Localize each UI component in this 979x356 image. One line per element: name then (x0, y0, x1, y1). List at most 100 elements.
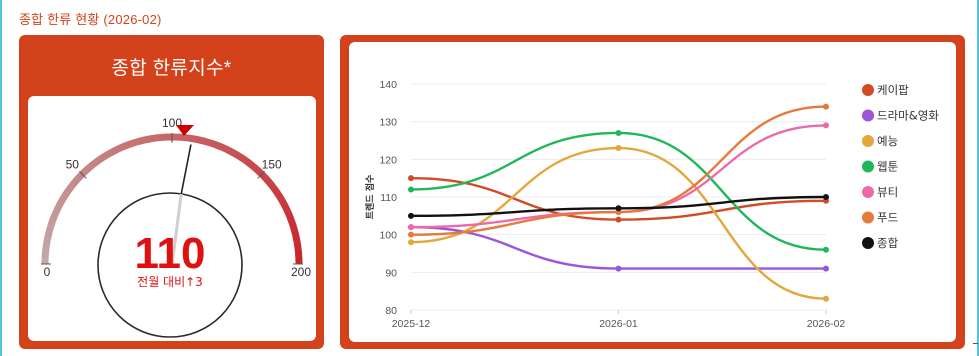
gauge-arc-segment (89, 158, 100, 169)
trend-line-chart: 80 90 100 110 120 130 140 2025-12 2026-01 2026-02… (364, 79, 939, 330)
gauge-arc-segment (210, 139, 220, 149)
y-tick-label: 80 (385, 305, 397, 317)
data-point[interactable] (823, 246, 829, 253)
data-point[interactable] (408, 212, 414, 219)
data-point[interactable] (823, 295, 829, 302)
legend-label[interactable]: 뷰티 (877, 185, 898, 199)
gauge-arc-segment (249, 162, 260, 173)
gauge-arc-segment (271, 187, 282, 198)
gauge-arc-segment (282, 204, 292, 215)
gauge-arc-segment (50, 210, 60, 220)
data-point[interactable] (615, 129, 622, 136)
gauge-arc-segment (284, 210, 294, 221)
gauge-needle (180, 144, 192, 195)
gauge-arc-segment (289, 223, 299, 233)
legend-label[interactable]: 종합 (877, 236, 899, 250)
data-point[interactable] (615, 265, 622, 272)
gauge-arc-segment (291, 230, 300, 239)
x-tick-label: 2025-12 (392, 318, 431, 330)
data-point[interactable] (823, 265, 829, 272)
series-line (410, 146, 827, 300)
gauge-arc-segment (151, 134, 160, 143)
series-line (410, 225, 826, 270)
gauge-arc-segment (275, 192, 286, 203)
y-tick-label: 130 (379, 117, 397, 129)
data-point[interactable] (823, 103, 829, 110)
legend-swatch (862, 186, 874, 198)
gauge-arc-segment (55, 198, 66, 208)
gauge-arc-segment (233, 150, 244, 161)
gauge-tick-mark (257, 171, 265, 179)
gauge-arc-segment (79, 166, 90, 177)
gauge-arc-segment (292, 236, 301, 246)
gauge-value: 110 (135, 229, 206, 278)
gauge-arc-segment (118, 142, 129, 152)
page-title: 종합 한류 현황 (2026-02) (19, 12, 162, 27)
data-point[interactable] (823, 122, 829, 129)
legend-swatch (862, 84, 874, 96)
gauge-arc-segment (259, 171, 270, 182)
gauge-panel: 0 50 100 150 200 110 전월 대비↑3 (28, 96, 316, 341)
data-point[interactable] (408, 239, 414, 246)
gauge-arc-segment (138, 136, 147, 145)
gauge-arc-segment (43, 236, 52, 245)
gauge-arc-segment (216, 142, 226, 152)
edge-mark (973, 343, 978, 344)
data-point[interactable] (615, 216, 622, 223)
legend-label[interactable]: 드라마&영화 (877, 109, 939, 123)
y-tick-label: 120 (379, 154, 397, 166)
data-point[interactable] (408, 186, 414, 193)
legend-label[interactable]: 예능 (877, 134, 898, 148)
gauge-arc-segment (178, 133, 186, 142)
gauge-arc-segment (239, 154, 249, 165)
gauge-tick-mark (79, 171, 87, 179)
gauge-arc-segment (62, 187, 73, 197)
gauge-arc-segment (287, 217, 297, 227)
gauge-tick-label: 50 (66, 157, 80, 171)
gauge-arc-segment (42, 243, 51, 252)
gauge-arc-segment (41, 250, 50, 258)
gauge-arc-segment (112, 144, 123, 154)
gauge-arc-segment (144, 135, 154, 144)
gauge-arc-segment (95, 154, 106, 165)
legend-label[interactable]: 웹툰 (877, 160, 898, 174)
gauge-arc-segment (222, 144, 232, 155)
gauge-arc-segment (47, 216, 57, 226)
gauge-arc-segment (244, 158, 255, 169)
gauge-arc-segment (45, 223, 55, 233)
y-tick-label: 100 (379, 230, 397, 242)
data-point[interactable] (823, 194, 829, 200)
gauge-arc-segment (70, 176, 81, 187)
gauge-arc-segment (294, 250, 303, 258)
gauge-arc-segment (84, 162, 95, 173)
data-point[interactable] (615, 145, 622, 152)
gauge-arc-segment (278, 198, 289, 209)
gauge-arc-segment (100, 150, 111, 161)
gauge-arc-segment (191, 135, 200, 144)
gauge-arc-segment (197, 136, 207, 145)
y-tick-label: 90 (385, 267, 397, 279)
gauge-title: 종합 한류지수* (111, 58, 232, 79)
gauge-arc-segment (263, 176, 274, 187)
gauge-tick-label: 0 (44, 265, 51, 279)
legend-swatch (862, 211, 874, 224)
legend-label[interactable]: 푸드 (877, 211, 898, 225)
legend-swatch (862, 109, 874, 122)
y-tick-label: 110 (380, 192, 397, 204)
data-point[interactable] (408, 231, 414, 238)
data-point[interactable] (408, 175, 414, 182)
gauge-arc-segment (58, 192, 69, 203)
gauge-arc-segment (106, 147, 117, 158)
gauge-arc-segment (66, 181, 77, 192)
chart-panel: 80 90 100 110 120 130 140 2025-12 2026-01 2026-02… (349, 42, 956, 342)
hallyu-index-card: 종합 한류지수* 0 50 100 150 200 110 전월 대비↑3 (19, 35, 324, 349)
gauge-arc-segment (158, 133, 166, 142)
gauge-change-label: 전월 대비↑3 (137, 275, 203, 289)
gauge-arc-segment (75, 171, 85, 182)
data-point[interactable] (408, 224, 414, 231)
gauge-arc-segment (131, 137, 141, 147)
legend-label[interactable]: 케이팝 (877, 83, 909, 97)
data-point[interactable] (615, 205, 622, 212)
y-axis-label: 트렌드 점수 (364, 175, 376, 220)
